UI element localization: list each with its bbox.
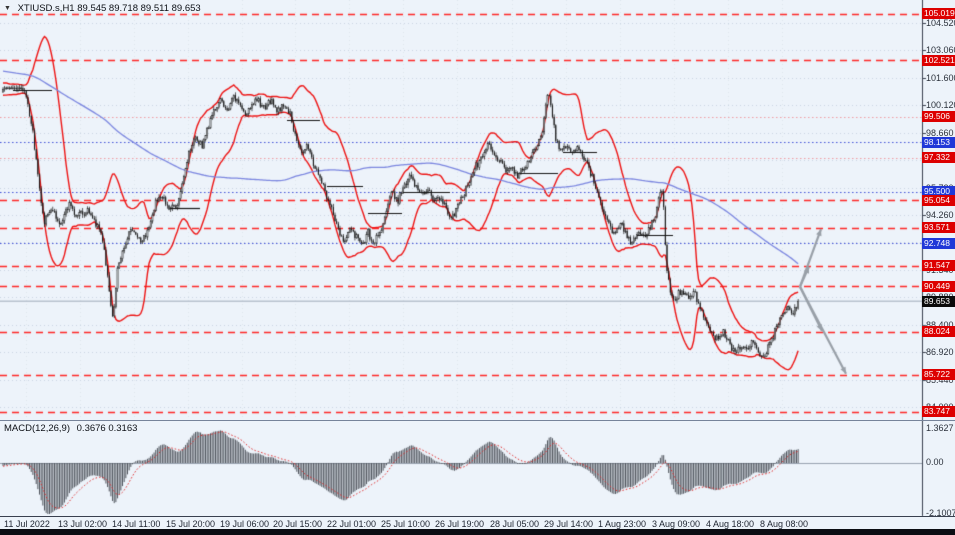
time-axis-label: 20 Jul 15:00 [273,519,323,529]
price-chart-region[interactable] [0,0,922,420]
time-axis-label: 26 Jul 19:00 [435,519,485,529]
time-axis-label: 1 Aug 23:00 [598,519,647,529]
macd-values: 0.3676 0.3163 [76,423,138,434]
status-bar [0,529,955,535]
price-axis-label: 86.920 [926,347,954,358]
symbol-title: XTIUSD.s,H1 [17,3,75,14]
price-level-badge: 85.722 [922,369,955,381]
price-axis-label: 98.660 [926,127,954,138]
price-level-badge: 95.054 [922,194,955,206]
price-level-badge: 98.153 [922,136,955,148]
price-axis-label: 100.120 [926,100,955,111]
price-axis-label: 88.400 [926,319,954,330]
macd-name: MACD(12,26,9) [4,423,70,434]
time-axis-label: 13 Jul 02:00 [58,519,108,529]
time-axis-label: 3 Aug 09:00 [652,519,701,529]
panel-separator[interactable] [0,420,955,421]
time-axis-label: 15 Jul 20:00 [166,519,216,529]
price-level-badge: 93.571 [922,222,955,234]
ohlc-values: 89.545 89.718 89.511 89.653 [77,3,201,14]
price-level-badge: 88.024 [922,326,955,338]
price-axis-label: 101.600 [926,72,955,83]
time-axis-label: 28 Jul 05:00 [490,519,540,529]
price-axis-label: 94.260 [926,210,954,220]
time-axis-label: 19 Jul 06:00 [220,519,270,529]
price-level-badge: 105.019 [922,8,955,20]
time-axis-label: 11 Jul 2022 [4,519,50,529]
price-level-badge: 102.521 [922,54,955,66]
time-axis-label: 14 Jul 11:00 [112,519,161,529]
time-axis-separator [0,516,955,517]
price-level-badge: 95.500 [922,186,955,198]
time-axis-label: 22 Jul 01:00 [327,519,377,529]
one-click-trading-dropdown-icon[interactable]: ▼ [4,5,11,12]
price-level-badge: 90.449 [922,280,955,292]
time-axis-label: 4 Aug 18:00 [706,519,755,529]
price-level-badge: 97.332 [922,152,955,163]
macd-panel-region[interactable] [0,421,922,516]
time-axis-label: 8 Aug 08:00 [760,519,809,529]
price-level-badge: 99.506 [922,111,955,123]
symbol-bar: ▼ XTIUSD.s,H1 89.545 89.718 89.511 89.65… [4,3,201,14]
price-axis-label: 103.060 [926,45,955,56]
price-level-badge: 83.747 [922,406,955,418]
macd-axis-label: 1.3627 [926,423,954,433]
time-axis-label: 25 Jul 10:00 [381,519,431,529]
macd-axis-label: -2.1007 [926,508,955,518]
macd-axis-label: 0.00 [926,457,944,467]
macd-indicator-label: MACD(12,26,9) 0.3676 0.3163 [4,423,141,434]
price-level-badge: 92.748 [922,237,955,249]
price-level-badge: 91.547 [922,260,955,272]
time-axis-label: 29 Jul 14:00 [544,519,594,529]
price-axis-label: 104.520 [926,18,955,28]
current-price-badge: 89.653 [922,295,955,307]
